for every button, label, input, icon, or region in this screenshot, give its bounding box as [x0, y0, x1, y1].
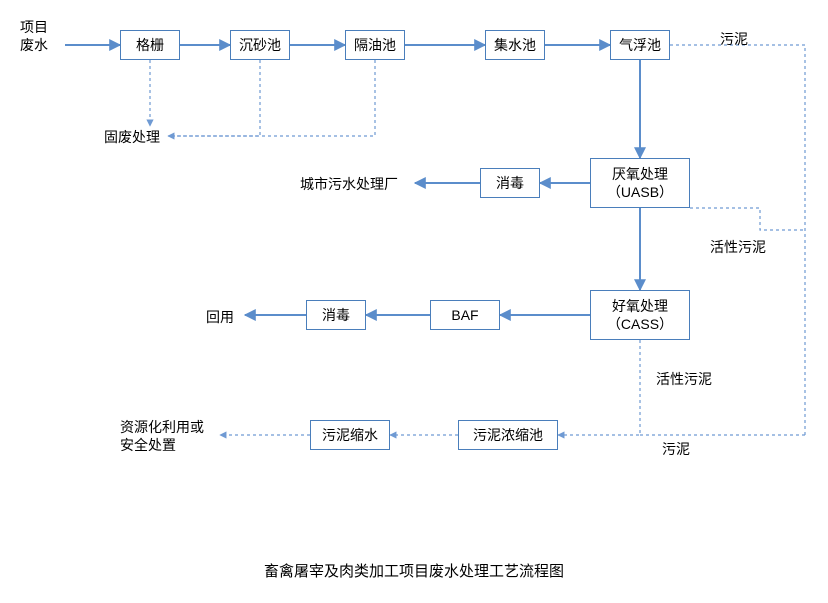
lbl-sludge1: 污泥	[720, 30, 748, 48]
lbl-wwtp: 城市污水处理厂	[300, 175, 398, 193]
node-oil: 隔油池	[345, 30, 405, 60]
lbl-dispose: 资源化利用或 安全处置	[120, 418, 204, 454]
node-baf: BAF	[430, 300, 500, 330]
edge-d-uasb-right	[690, 208, 805, 230]
edge-d-cass-down	[558, 340, 640, 435]
edges-layer	[0, 0, 828, 603]
edge-d-oil-solid	[168, 60, 375, 136]
node-dewater: 污泥缩水	[310, 420, 390, 450]
lbl-asludge1: 活性污泥	[710, 238, 766, 256]
node-collect: 集水池	[485, 30, 545, 60]
lbl-solid: 固废处理	[104, 128, 160, 146]
node-float: 气浮池	[610, 30, 670, 60]
node-disinf1: 消毒	[480, 168, 540, 198]
node-disinf2: 消毒	[306, 300, 366, 330]
lbl-reuse: 回用	[206, 308, 234, 326]
node-thicken: 污泥浓缩池	[458, 420, 558, 450]
edge-d-sand-solid	[168, 60, 260, 136]
node-sand: 沉砂池	[230, 30, 290, 60]
lbl-sludge2: 污泥	[662, 440, 690, 458]
node-uasb: 厌氧处理 （UASB）	[590, 158, 690, 208]
node-cass: 好氧处理 （CASS）	[590, 290, 690, 340]
lbl-asludge2: 活性污泥	[656, 370, 712, 388]
flowchart-canvas: 格栅沉砂池隔油池集水池气浮池厌氧处理 （UASB）消毒好氧处理 （CASS）BA…	[0, 0, 828, 603]
diagram-title: 畜禽屠宰及肉类加工项目废水处理工艺流程图	[0, 560, 828, 581]
lbl-input: 项目 废水	[20, 18, 48, 54]
node-grid: 格栅	[120, 30, 180, 60]
